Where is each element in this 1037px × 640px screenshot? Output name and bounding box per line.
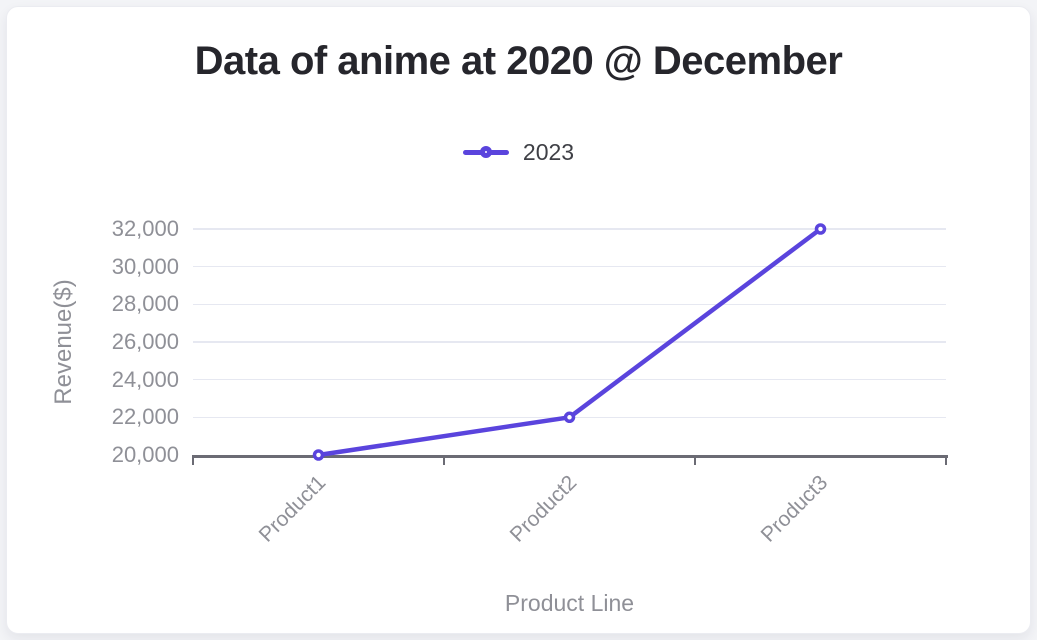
- legend-item-2023[interactable]: 2023: [462, 138, 575, 166]
- y-tick-label: 20,000: [111, 442, 179, 467]
- data-point-marker: [814, 223, 827, 235]
- x-tick-label: Product3: [757, 471, 833, 547]
- y-tick-label: 32,000: [111, 216, 179, 241]
- x-axis-line: [192, 455, 948, 458]
- x-axis-tick: [443, 457, 445, 465]
- chart-legend: 2023: [7, 138, 1030, 166]
- chart-title: Data of anime at 2020 @ December: [194, 39, 843, 83]
- y-tick-label: 30,000: [111, 253, 179, 279]
- legend-label: 2023: [522, 138, 575, 165]
- y-gridline: [193, 265, 946, 268]
- line-series-layer: [312, 223, 827, 461]
- legend-marker-circle: [479, 146, 492, 158]
- y-tick-label: 26,000: [111, 329, 179, 354]
- y-gridline: [193, 303, 946, 306]
- legend-line-marker-icon: [462, 140, 509, 164]
- data-point-marker: [563, 411, 576, 424]
- x-axis-tick: [945, 457, 947, 465]
- y-tick-label: 24,000: [111, 366, 179, 392]
- y-axis-title: Revenue($): [50, 279, 77, 405]
- y-gridline: [193, 378, 946, 381]
- y-tick-label: 22,000: [111, 404, 179, 430]
- x-axis-title: Product Line: [504, 590, 635, 616]
- x-axis-tick: [192, 457, 194, 465]
- x-axis-tick: [694, 457, 696, 465]
- plot-region: 20,000 22,000 24,000 26,000 28,000 30,000 32,0…: [7, 7, 1030, 633]
- y-gridline: [193, 341, 946, 343]
- y-gridline: [193, 228, 946, 230]
- data-point-marker: [312, 449, 325, 461]
- x-tick-label: Product2: [506, 471, 582, 547]
- chart-card: Data of anime at 2020 @ December 2023 20…: [6, 6, 1031, 634]
- x-tick-label: Product1: [255, 471, 331, 547]
- y-tick-label: 28,000: [111, 291, 179, 317]
